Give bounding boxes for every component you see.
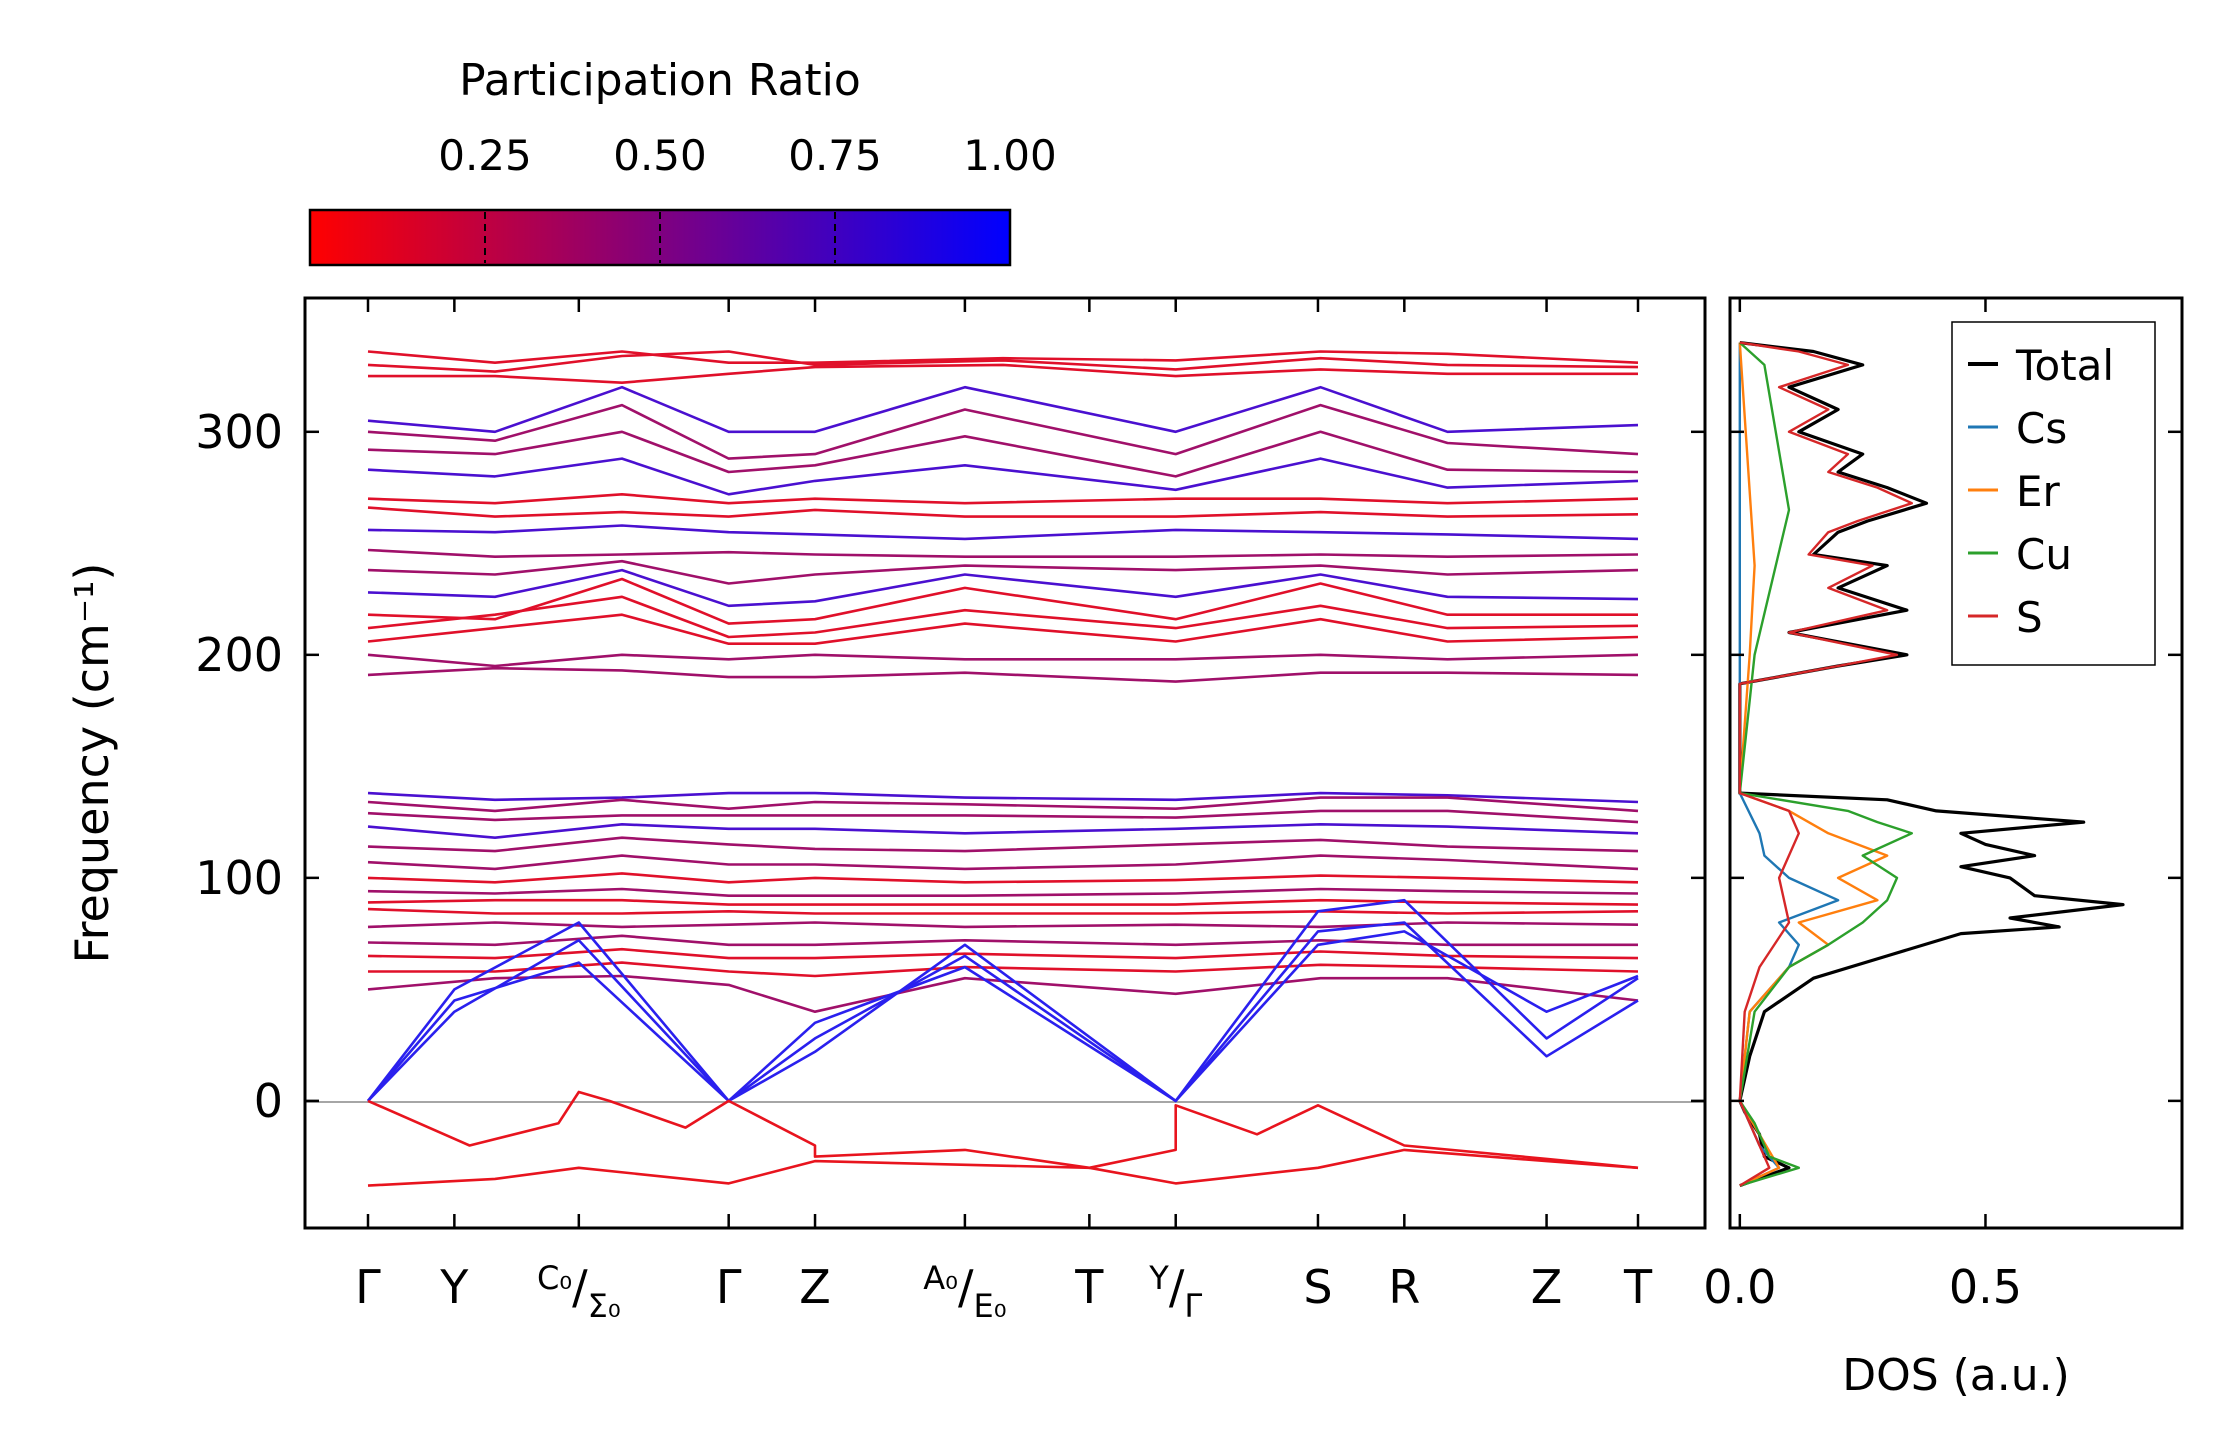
- band-ac-6: [367, 854, 1639, 871]
- dos-panel: 0.0 0.5 DOS (a.u.) Total Cs Er Cu S: [1703, 296, 2184, 1401]
- high-symmetry-path-labels: Γ Y C₀/Σ₀ Γ Z A₀/E₀ T Y/Γ S R Z T: [355, 298, 1653, 1325]
- dos-curves: [1738, 341, 2125, 1188]
- band-ac-8: [367, 887, 1639, 897]
- band-acoustic-3: [367, 930, 1639, 1103]
- band-opt-18: [367, 666, 1639, 683]
- frequency-axis-label: Frequency (cm⁻¹): [65, 563, 119, 964]
- band-ac-1: [367, 791, 1639, 804]
- legend-label-cu: Cu: [2016, 530, 2072, 579]
- phonon-bands: [366, 350, 1639, 1187]
- band-imag-2: [367, 1148, 1639, 1187]
- dos-curve-er: [1738, 342, 1889, 1187]
- band-ac-12: [367, 934, 1638, 947]
- legend-label-er: Er: [2016, 467, 2061, 516]
- frequency-axis-ticks: 0 100 200 300: [195, 405, 1705, 1128]
- segment-break-lines: [729, 298, 1547, 1228]
- dos-axis-label: DOS (a.u.): [1842, 1350, 2070, 1401]
- legend-label-cs: Cs: [2016, 404, 2067, 453]
- band-opt-15: [367, 595, 1639, 639]
- band-opt-12: [367, 559, 1639, 585]
- band-ac-4: [367, 823, 1639, 839]
- dos-x-tick-label: 0.5: [1949, 1260, 2022, 1314]
- band-opt-11: [367, 548, 1639, 558]
- band-ac-9: [367, 898, 1639, 906]
- colorbar: Participation Ratio 0.25 0.50 0.75 1.00: [308, 55, 1057, 267]
- colorbar-tick-label: 0.25: [438, 131, 532, 180]
- band-acoustic-1: [367, 921, 1639, 1103]
- band-ac-13: [367, 947, 1639, 960]
- legend-label-s: S: [2016, 593, 2043, 642]
- y-tick-label: 300: [195, 405, 283, 459]
- band-ac-2: [367, 796, 1639, 813]
- band-ac-3: [367, 809, 1639, 824]
- path-label: T: [1074, 1260, 1104, 1314]
- colorbar-ticks: 0.25 0.50 0.75 1.00: [438, 131, 1057, 263]
- band-opt-1: [367, 350, 1639, 364]
- dos-curve-total: [1738, 341, 2125, 1188]
- path-label: C₀/Σ₀: [537, 1259, 621, 1325]
- dos-curve-cu: [1738, 341, 1913, 1187]
- dos-x-tick-label: 0.0: [1703, 1260, 1776, 1314]
- band-opt-4: [367, 385, 1639, 434]
- y-tick-label: 200: [195, 628, 283, 682]
- band-opt-8: [367, 493, 1639, 505]
- dos-plot-frame: [1728, 296, 2184, 1230]
- band-opt-2: [367, 350, 1639, 373]
- dos-curve-cs: [1738, 342, 1840, 1187]
- band-plot-frame: [303, 296, 1707, 1230]
- y-tick-label: 0: [254, 1074, 283, 1128]
- band-opt-17: [367, 653, 1639, 668]
- band-imag-1: [367, 1090, 1639, 1170]
- path-label: Z: [1531, 1260, 1563, 1314]
- legend-label-total: Total: [2015, 341, 2114, 390]
- band-ac-10: [367, 907, 1639, 915]
- band-opt-6: [367, 430, 1639, 478]
- band-acoustic-2: [366, 898, 1639, 1103]
- band-ac-5: [367, 836, 1639, 853]
- dos-legend: Total Cs Er Cu S: [1951, 321, 2156, 666]
- dos-curve-s: [1738, 341, 1913, 1187]
- band-opt-3: [368, 363, 1638, 384]
- colorbar-tick-label: 1.00: [963, 131, 1057, 180]
- band-opt-16: [367, 613, 1639, 645]
- dos-x-ticks: 0.0 0.5: [1703, 298, 2022, 1314]
- band-opt-9: [367, 506, 1639, 518]
- band-opt-5: [367, 403, 1639, 460]
- path-label: S: [1303, 1260, 1332, 1314]
- path-label: Y/Γ: [1148, 1259, 1202, 1325]
- band-ac-14: [368, 961, 1639, 978]
- band-ac-11: [367, 921, 1639, 929]
- band-opt-13: [367, 568, 1639, 608]
- path-label: Γ: [716, 1260, 742, 1314]
- legend-entries: Total Cs Er Cu S: [1968, 341, 2114, 642]
- band-opt-10: [367, 524, 1639, 541]
- colorbar-tick-label: 0.75: [788, 131, 882, 180]
- path-label: A₀/E₀: [923, 1259, 1006, 1325]
- band-opt-7: [367, 457, 1639, 496]
- path-label: T: [1623, 1260, 1653, 1314]
- band-ac-7: [367, 872, 1639, 884]
- y-tick-label: 100: [195, 851, 283, 905]
- path-label: Γ: [355, 1260, 381, 1314]
- path-label: R: [1388, 1260, 1420, 1314]
- band-structure-panel: 0 100 200 300 Γ Y C₀/Σ₀ Γ Z A₀/E₀ T Y/Γ S R Z T Freque…: [65, 296, 1707, 1325]
- colorbar-tick-label: 0.50: [613, 131, 707, 180]
- legend-box: [1951, 321, 2156, 666]
- colorbar-label: Participation Ratio: [459, 55, 861, 106]
- dos-y-ticks: [1730, 430, 2182, 1103]
- band-opt-14: [367, 577, 1638, 625]
- path-label: Z: [799, 1260, 831, 1314]
- path-label: Y: [439, 1260, 469, 1314]
